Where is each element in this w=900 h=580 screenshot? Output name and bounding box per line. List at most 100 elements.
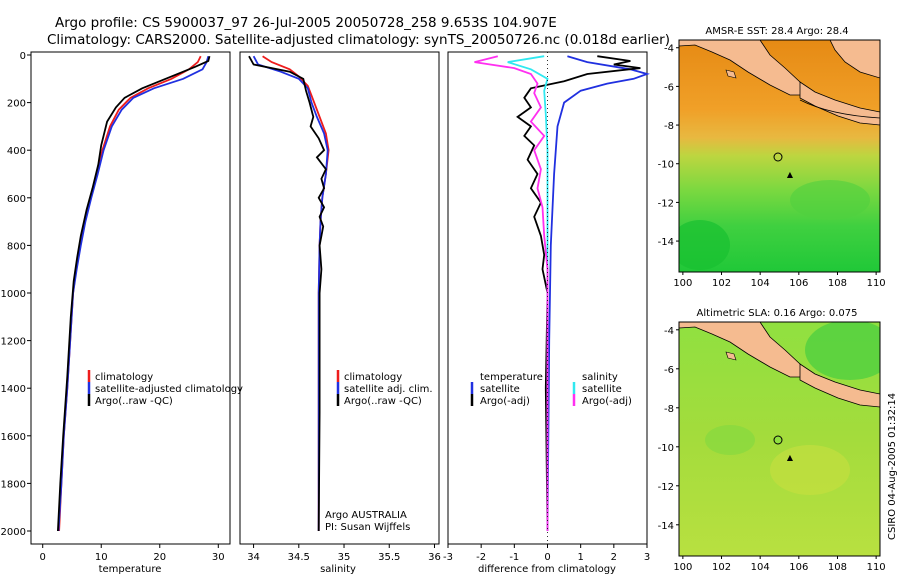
y-tick-label: 600 — [7, 194, 26, 205]
sst-map-frame — [678, 39, 881, 273]
x-tick-label: 34 — [247, 552, 260, 563]
legend-label: Argo(..raw -QC) — [95, 396, 173, 407]
legend-label: satellite adj. clim. — [344, 384, 433, 395]
land-sumatra — [679, 40, 811, 96]
salinity-axis-label: salinity — [320, 564, 356, 575]
salinity-series — [248, 55, 330, 532]
difference-axis-label: difference from climatology — [478, 564, 616, 575]
temperature-axis-label: temperature — [99, 564, 162, 575]
map-y-tick-label: -4 — [664, 326, 674, 337]
x-tick-label: 10 — [95, 552, 108, 563]
series-line-temperature-satellite — [546, 55, 650, 532]
land-java — [799, 363, 880, 408]
x-tick-label: 35.5 — [378, 552, 400, 563]
legend-label: temperature — [480, 372, 543, 383]
sst-patch — [679, 220, 730, 270]
land-borneo — [829, 40, 880, 79]
x-tick-label: 20 — [153, 552, 166, 563]
y-tick-label: 1000 — [1, 289, 26, 300]
sla-map — [679, 322, 880, 556]
island — [725, 351, 737, 361]
x-tick-label: 0 — [544, 552, 550, 563]
legend-label: satellite — [582, 384, 622, 395]
y-tick-label: 0 — [20, 51, 26, 62]
sla-map-frame — [678, 321, 881, 557]
legend-label: climatology — [95, 372, 153, 383]
map-x-tick-label: 106 — [789, 562, 808, 573]
sst-map-title: AMSR-E SST: 28.4 Argo: 28.4 — [705, 26, 848, 37]
header-line-1: Argo profile: CS 5900037_97 26-Jul-2005 … — [55, 15, 557, 31]
map-x-tick-label: 100 — [673, 562, 692, 573]
x-tick-label: -2 — [476, 552, 486, 563]
x-tick-label: -3 — [443, 552, 453, 563]
sla-position-marker: ▲ — [787, 453, 794, 462]
land-java — [799, 81, 880, 126]
series-line-temperature-argo-adj- — [516, 55, 641, 532]
x-tick-label: -1 — [509, 552, 519, 563]
salinity-footer-line-2: PI: Susan Wijffels — [325, 522, 410, 533]
y-tick-label: 1200 — [1, 337, 26, 348]
x-tick-label: 30 — [212, 552, 225, 563]
map-x-tick-label: 106 — [789, 278, 808, 289]
temperature-legend: climatology satellite-adjusted climatolo… — [87, 370, 243, 407]
legend-label: Argo(..raw -QC) — [344, 396, 422, 407]
map-x-tick-label: 108 — [828, 278, 847, 289]
difference-legend-temperature: temperature satellite Argo(-adj) — [470, 372, 543, 407]
contour-line — [799, 99, 880, 119]
legend-label: satellite — [480, 384, 520, 395]
header-line-2: Climatology: CARS2000. Satellite-adjuste… — [47, 32, 670, 48]
axes-ticks: 0 10 20 30 34 34.5 35 35.5 36 -3 -2 -1 0 1 2 3020040060… — [1, 44, 886, 573]
x-tick-label: 3 — [644, 552, 650, 563]
map-y-tick-label: -8 — [664, 404, 674, 415]
side-label: CSIRO 04-Aug-2005 01:32:14 — [887, 393, 898, 540]
series-line-salinity-satellite — [507, 55, 549, 531]
legend-label: Argo(-adj) — [480, 396, 530, 407]
temperature-panel — [30, 51, 231, 545]
temperature-series — [57, 55, 211, 532]
sla-patch — [805, 322, 880, 380]
sla-map-title: Altimetric SLA: 0.16 Argo: 0.075 — [697, 308, 858, 319]
legend-label: salinity — [582, 372, 618, 383]
y-tick-label: 800 — [7, 241, 26, 252]
difference-legend-salinity: salinity satellite Argo(-adj) — [572, 372, 632, 407]
series-line-satellite-adjusted-climatology — [57, 55, 210, 532]
map-y-tick-label: -10 — [658, 160, 674, 171]
x-tick-label: 1 — [577, 552, 583, 563]
map-x-tick-label: 102 — [712, 278, 731, 289]
salinity-footer-line-1: Argo AUSTRALIA — [325, 510, 407, 521]
legend-label: Argo(-adj) — [582, 396, 632, 407]
map-y-tick-label: -12 — [658, 482, 674, 493]
sst-position-marker: ▲ — [787, 170, 794, 179]
x-tick-label: 2 — [611, 552, 617, 563]
map-x-tick-label: 102 — [712, 562, 731, 573]
difference-series — [474, 55, 650, 532]
y-tick-label: 1600 — [1, 432, 26, 443]
map-x-tick-label: 104 — [751, 562, 770, 573]
salinity-panel — [239, 51, 440, 545]
land-sumatra — [679, 322, 811, 378]
series-line-argo-raw-qc- — [248, 55, 327, 532]
sla-argo-marker — [773, 435, 783, 445]
y-tick-label: 400 — [7, 146, 26, 157]
map-y-tick-label: -6 — [664, 82, 674, 93]
y-tick-label: 1400 — [1, 384, 26, 395]
salinity-legend: climatology satellite adj. clim. Argo(..… — [336, 370, 433, 407]
map-x-tick-label: 110 — [867, 562, 886, 573]
legend-label: climatology — [344, 372, 402, 383]
map-y-tick-label: -14 — [658, 237, 674, 248]
sla-patch — [705, 425, 755, 455]
y-tick-label: 1800 — [1, 479, 26, 490]
map-x-tick-label: 110 — [867, 278, 886, 289]
map-x-tick-label: 100 — [673, 278, 692, 289]
sst-patch — [790, 180, 870, 220]
sst-argo-marker — [773, 152, 783, 162]
map-y-tick-label: -10 — [658, 443, 674, 454]
y-tick-label: 200 — [7, 99, 26, 110]
map-x-tick-label: 104 — [751, 278, 770, 289]
map-x-tick-label: 108 — [828, 562, 847, 573]
series-line-argo-raw-qc- — [57, 55, 211, 532]
x-tick-label: 0 — [40, 552, 46, 563]
series-line-climatology — [58, 55, 202, 532]
sla-patch — [770, 445, 850, 495]
